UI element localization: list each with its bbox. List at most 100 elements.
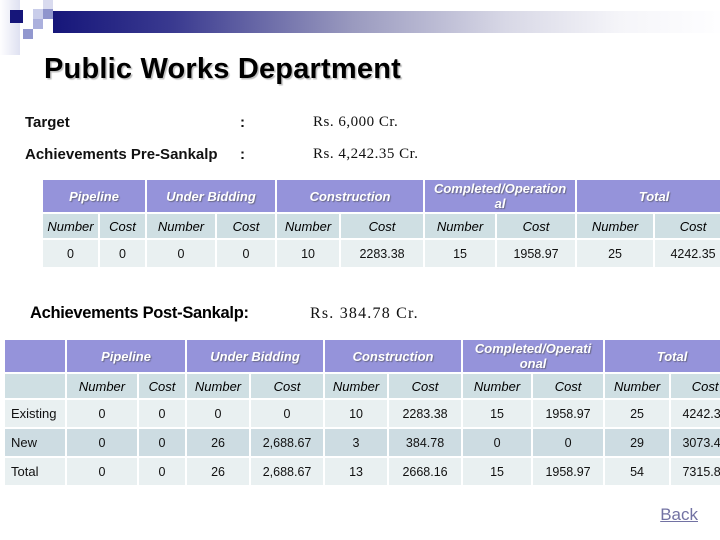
subheader-cell: Cost (341, 214, 424, 238)
value-cell: 26 (187, 458, 250, 485)
group-header-cell: Total (577, 180, 720, 212)
table-row-existing: Existing 0 0 0 0 10 2283.38 15 1958.97 2… (5, 400, 720, 427)
subheader-cell: Cost (389, 374, 462, 398)
value-cell: 29 (605, 429, 670, 456)
pre-sankalp-value: Rs. 4,242.35 Cr. (313, 146, 419, 162)
value-cell: 7315.80 (671, 458, 720, 485)
value-cell: 3 (325, 429, 388, 456)
subheader-cell: Cost (251, 374, 324, 398)
value-cell: 10 (277, 240, 340, 267)
group-header-cell: Construction (325, 340, 462, 372)
subheader-row: Number Cost Number Cost Number Cost Numb… (5, 374, 720, 398)
subheader-cell: Cost (100, 214, 146, 238)
group-header-row: Pipeline Under Bidding Construction Comp… (5, 340, 720, 372)
value-cell: 4242.35 (655, 240, 720, 267)
banner-left-strip (0, 0, 20, 55)
corner-cell (5, 340, 65, 372)
value-cell: 0 (463, 429, 532, 456)
banner-square-icon (43, 0, 53, 10)
value-cell: 10 (325, 400, 388, 427)
value-cell: 15 (425, 240, 496, 267)
group-header-cell: Pipeline (43, 180, 146, 212)
value-cell: 0 (251, 400, 324, 427)
subheader-cell: Number (425, 214, 496, 238)
value-cell: 0 (187, 400, 250, 427)
value-cell: 25 (577, 240, 654, 267)
value-cell: 1958.97 (533, 400, 604, 427)
value-cell: 2,688.67 (251, 429, 324, 456)
banner-gradient-bar (53, 11, 720, 33)
value-cell: 0 (139, 400, 186, 427)
subheader-cell: Number (605, 374, 670, 398)
post-sankalp-value: Rs. 384.78 Cr. (310, 305, 419, 322)
value-cell: 0 (67, 458, 137, 485)
value-cell: 2668.16 (389, 458, 462, 485)
table-row-new: New 0 0 26 2,688.67 3 384.78 0 0 29 3073… (5, 429, 720, 456)
banner-square-icon (10, 10, 23, 23)
value-cell: 1958.97 (533, 458, 604, 485)
banner-square-icon (33, 19, 43, 29)
group-header-cell: Total (605, 340, 720, 372)
subheader-cell: Number (147, 214, 216, 238)
banner-square-icon (43, 9, 53, 19)
group-header-cell: Pipeline (67, 340, 186, 372)
value-cell: 2283.38 (389, 400, 462, 427)
post-sankalp-label: Achievements Post-Sankalp: (30, 304, 249, 322)
group-header-row: Pipeline Under Bidding Construction Comp… (43, 180, 720, 212)
target-value: Rs. 6,000 Cr. (313, 114, 399, 130)
value-cell: 0 (67, 400, 137, 427)
value-cell: 0 (43, 240, 98, 267)
value-cell: 0 (100, 240, 146, 267)
back-link[interactable]: Back (660, 505, 698, 524)
subheader-cell: Cost (655, 214, 720, 238)
subheader-cell: Number (277, 214, 340, 238)
subheader-cell: Cost (139, 374, 186, 398)
value-cell: 2,688.67 (251, 458, 324, 485)
value-cell: 0 (67, 429, 137, 456)
group-header-cell: Completed/Operation al (425, 180, 576, 212)
table-row-total: Total 0 0 26 2,688.67 13 2668.16 15 1958… (5, 458, 720, 485)
subheader-row: Number Cost Number Cost Number Cost Numb… (43, 214, 720, 238)
subheader-cell: Cost (497, 214, 576, 238)
subheader-cell: Cost (671, 374, 720, 398)
subheader-cell: Number (43, 214, 98, 238)
pre-sankalp-table: Pipeline Under Bidding Construction Comp… (41, 178, 720, 269)
page-title: Public Works Department (44, 53, 401, 85)
table-row: 0 0 0 0 10 2283.38 15 1958.97 25 4242.35 (43, 240, 720, 267)
value-cell: 384.78 (389, 429, 462, 456)
target-separator: : (240, 114, 245, 131)
group-header-cell: Construction (277, 180, 424, 212)
value-cell: 0 (139, 429, 186, 456)
value-cell: 0 (139, 458, 186, 485)
group-header-cell: Completed/Operati onal (463, 340, 604, 372)
row-label-cell: New (5, 429, 65, 456)
subheader-cell: Number (325, 374, 388, 398)
pre-sankalp-separator: : (240, 146, 245, 163)
value-cell: 26 (187, 429, 250, 456)
row-label-cell: Existing (5, 400, 65, 427)
value-cell: 25 (605, 400, 670, 427)
value-cell: 3073.45 (671, 429, 720, 456)
value-cell: 4242.35 (671, 400, 720, 427)
value-cell: 0 (533, 429, 604, 456)
value-cell: 2283.38 (341, 240, 424, 267)
value-cell: 54 (605, 458, 670, 485)
group-header-cell: Under Bidding (147, 180, 276, 212)
row-label-cell: Total (5, 458, 65, 485)
subheader-cell: Number (67, 374, 137, 398)
subheader-cell: Number (187, 374, 250, 398)
banner-square-icon (33, 9, 43, 19)
target-label: Target (25, 114, 70, 131)
subheader-cell: Number (577, 214, 654, 238)
value-cell: 15 (463, 458, 532, 485)
group-header-cell: Under Bidding (187, 340, 324, 372)
value-cell: 0 (217, 240, 276, 267)
post-sankalp-table: Pipeline Under Bidding Construction Comp… (3, 338, 720, 487)
corner-cell (5, 374, 65, 398)
value-cell: 1958.97 (497, 240, 576, 267)
value-cell: 0 (147, 240, 216, 267)
subheader-cell: Number (463, 374, 532, 398)
subheader-cell: Cost (533, 374, 604, 398)
subheader-cell: Cost (217, 214, 276, 238)
